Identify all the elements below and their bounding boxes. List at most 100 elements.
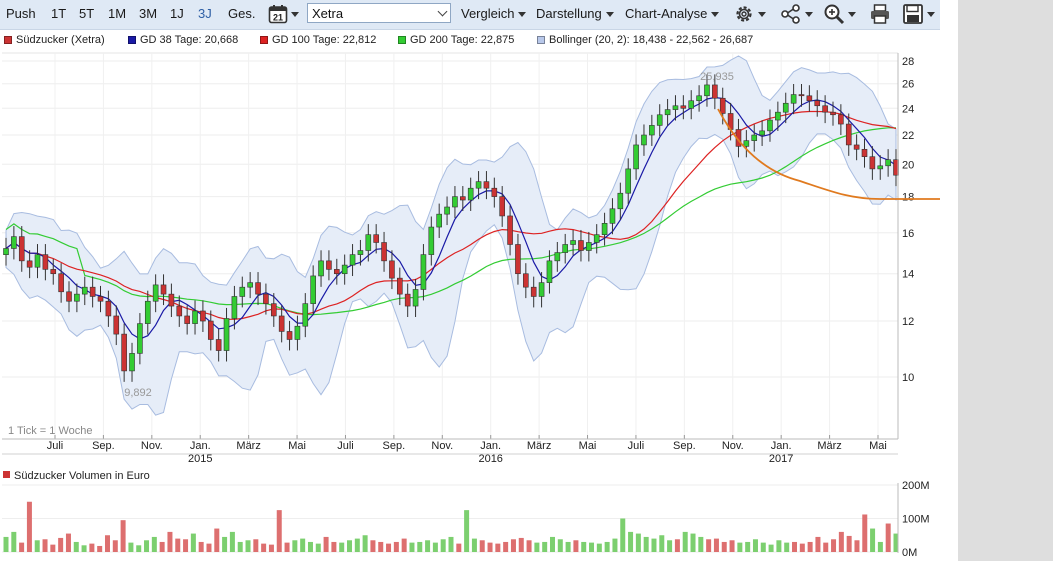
candle-body [302, 303, 309, 327]
volume-bar [792, 541, 798, 552]
candle-body [239, 286, 246, 297]
candle-body [633, 144, 639, 170]
volume-bar [120, 520, 126, 552]
candle-body [798, 94, 805, 97]
candle-body [34, 254, 41, 268]
volume-bar [198, 541, 204, 552]
candle-body [294, 325, 301, 340]
legend-item-price[interactable]: Südzucker (Xetra) [4, 34, 105, 46]
candle-body [26, 260, 33, 268]
x-tick-label: Sep. [383, 440, 406, 452]
volume-bar [65, 533, 71, 552]
candle-body [97, 296, 104, 302]
volume-bar [112, 540, 118, 552]
volume-bar [167, 531, 173, 552]
legend-item-gd200[interactable]: GD 200 Tage: 22,875 [398, 34, 514, 46]
candle-body [192, 310, 198, 324]
range-1m-button[interactable]: 1M [108, 6, 127, 21]
candle-body [546, 260, 553, 283]
exchange-select[interactable]: Xetra [307, 3, 451, 23]
volume-bar [831, 539, 837, 552]
chevron-down-icon [437, 6, 448, 17]
y-tick-label: 16 [902, 228, 914, 240]
volume-bar [698, 536, 704, 552]
chevron-down-icon [848, 11, 856, 17]
chart-analyse-menu[interactable]: Chart-Analyse [625, 0, 720, 29]
candle-body [357, 250, 364, 255]
volume-bar [354, 538, 360, 552]
volume-bar [386, 543, 392, 552]
volume-bar [893, 533, 899, 552]
volume-bar [464, 510, 470, 552]
candle-body [223, 318, 230, 351]
volume-bar [300, 538, 306, 552]
x-tick-label: Nov. [722, 440, 744, 452]
y-tick-label: 12 [902, 316, 914, 328]
candle-body [231, 296, 238, 319]
candle-body [838, 114, 844, 125]
legend-label: GD 200 Tage: 22,875 [410, 34, 515, 46]
candle-body [877, 165, 884, 170]
legend-item-gd100[interactable]: GD 100 Tage: 22,812 [260, 34, 376, 46]
chevron-down-icon [711, 12, 720, 18]
volume-bar [643, 536, 649, 552]
y-tick-label: 10 [902, 372, 914, 384]
legend-swatch [537, 36, 545, 44]
volume-bar [222, 536, 228, 552]
chevron-down-icon [518, 12, 527, 18]
range-ges-button[interactable]: Ges. [228, 6, 256, 21]
candle-body [586, 242, 592, 251]
calendar-button[interactable]: 21 [268, 2, 299, 26]
range-3j-button[interactable]: 3J [198, 6, 212, 21]
darstellung-menu[interactable]: Darstellung [536, 0, 614, 29]
print-button[interactable] [869, 2, 891, 26]
volume-bar [393, 541, 399, 552]
chevron-down-icon [927, 11, 935, 17]
right-margin-panel [958, 0, 1053, 561]
share-icon [781, 4, 800, 24]
candle-body [200, 310, 206, 322]
range-3m-button[interactable]: 3M [139, 6, 158, 21]
volume-bar [73, 541, 79, 552]
candle-body [767, 119, 773, 132]
range-push-button[interactable]: Push [6, 6, 36, 21]
legend-item-gd38[interactable]: GD 38 Tage: 20,668 [128, 34, 238, 46]
y-tick-label: 18 [902, 192, 914, 204]
save-button[interactable] [902, 2, 935, 26]
x-tick-label: Juli [337, 440, 354, 452]
volume-bar [870, 528, 876, 552]
volume-bar [315, 543, 321, 552]
candle-body [475, 181, 482, 189]
legend-item-bollinger[interactable]: Bollinger (20, 2): 18,438 - 22,562 - 26,… [537, 34, 753, 46]
volume-bar [713, 538, 719, 552]
chevron-down-icon [805, 11, 813, 17]
chevron-down-icon [758, 11, 766, 17]
volume-bar [19, 542, 25, 552]
volume-bar [370, 540, 376, 552]
price-chart[interactable]: 10 12 14 16 18 20 22 24 26 28 Juli Sep. Nov. Jan. Mär… [0, 31, 940, 561]
range-5t-button[interactable]: 5T [79, 6, 95, 21]
x-tick-label: Juli [628, 440, 645, 452]
settings-button[interactable] [733, 2, 766, 26]
zoom-button[interactable] [823, 2, 856, 26]
x-tick-label: Nov. [431, 440, 453, 452]
volume-bar [409, 542, 415, 552]
x-tick-label: Sep. [92, 440, 115, 452]
volume-bar [690, 533, 696, 552]
volume-bar [495, 543, 501, 552]
volume-y-axis: 0M 100M 200M [897, 480, 930, 559]
vergleich-menu[interactable]: Vergleich [461, 0, 527, 29]
range-1t-button[interactable]: 1T [51, 6, 67, 21]
candle-body [751, 134, 758, 141]
share-button[interactable] [780, 2, 813, 26]
range-1j-button[interactable]: 1J [170, 6, 184, 21]
candle-body [310, 275, 316, 304]
candle-body [404, 293, 411, 307]
candle-body [373, 234, 379, 243]
candle-body [81, 286, 88, 295]
volume-bar [807, 541, 813, 552]
calendar-icon: 21 [268, 5, 288, 24]
candle-body [885, 159, 891, 167]
x-tick-label: Mai [579, 440, 597, 452]
volume-bar [151, 536, 157, 552]
